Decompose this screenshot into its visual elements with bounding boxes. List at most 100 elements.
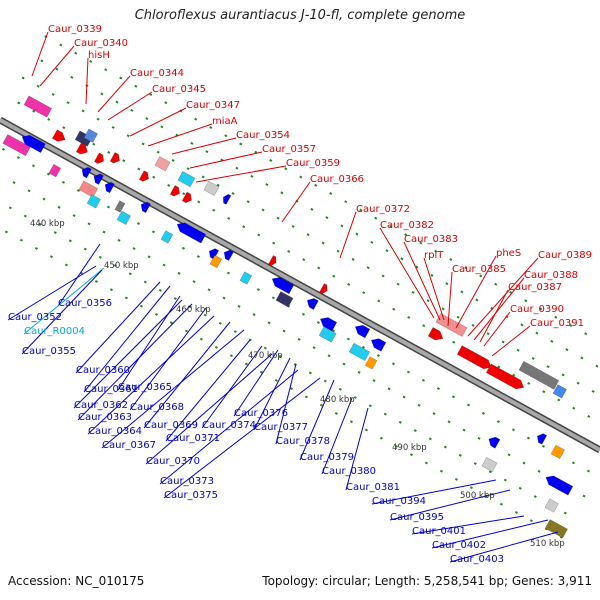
gene-label-Caur_0362[interactable]: Caur_0362 [74,400,128,411]
gene-feature[interactable] [51,129,67,145]
gene-label-Caur_0356[interactable]: Caur_0356 [58,298,112,309]
gene-feature[interactable] [305,296,319,310]
gene-label-miaA[interactable]: miaA [212,116,238,127]
gene-feature[interactable] [116,210,132,225]
gene-label-Caur_0370[interactable]: Caur_0370 [146,456,200,467]
gene-feature[interactable] [353,322,371,339]
gene-feature[interactable] [83,128,99,143]
gene-feature[interactable] [518,360,560,390]
gene-label-Caur_0402[interactable]: Caur_0402 [432,540,486,551]
gene-label-Caur_0381[interactable]: Caur_0381 [346,482,400,493]
gene-feature[interactable] [139,200,151,214]
gene-feature[interactable] [543,473,574,496]
gene-label-Caur_0345[interactable]: Caur_0345 [152,84,206,95]
gene-label-Caur_0363[interactable]: Caur_0363 [78,412,132,423]
gene-feature[interactable] [75,142,90,157]
gene-feature[interactable] [275,291,294,308]
gene-feature[interactable] [80,165,92,179]
gene-feature[interactable] [348,342,371,362]
gene-label-Caur_0366[interactable]: Caur_0366 [310,174,364,185]
gene-feature[interactable] [138,170,151,184]
gene-feature[interactable] [86,194,102,209]
gene-feature[interactable] [486,435,501,449]
gene-feature[interactable] [427,326,445,343]
gene-label-Caur_R0004[interactable]: Caur_R0004 [24,326,85,337]
gene-feature[interactable] [364,356,378,370]
gene-label-Caur_0359[interactable]: Caur_0359 [286,158,340,169]
gene-label-Caur_0390[interactable]: Caur_0390 [510,304,564,315]
gene-label-Caur_0365[interactable]: Caur_0365 [118,382,172,393]
gene-feature[interactable] [481,456,498,473]
gene-label-Caur_0374[interactable]: Caur_0374 [202,420,256,431]
gene-label-Caur_0395[interactable]: Caur_0395 [390,512,444,523]
gene-feature[interactable] [221,193,232,205]
gene-label-Caur_0369[interactable]: Caur_0369 [144,420,198,431]
gene-label-Caur_0391[interactable]: Caur_0391 [530,318,584,329]
gene-label-Caur_0383[interactable]: Caur_0383 [404,234,458,245]
gene-feature[interactable] [154,156,171,172]
gene-label-Caur_0361[interactable]: Caur_0361 [84,384,138,395]
gene-feature[interactable] [485,363,526,392]
gene-label-Caur_0372[interactable]: Caur_0372 [356,204,410,215]
gene-label-Caur_0376[interactable]: Caur_0376 [234,408,288,419]
gene-feature[interactable] [268,255,278,267]
gene-label-Caur_0387[interactable]: Caur_0387 [508,282,562,293]
gene-label-Caur_0380[interactable]: Caur_0380 [322,466,376,477]
gene-feature[interactable] [160,230,174,244]
gene-label-Caur_0378[interactable]: Caur_0378 [276,436,330,447]
gene-label-Caur_0371[interactable]: Caur_0371 [166,433,220,444]
gene-label-hisH[interactable]: hisH [88,50,110,61]
gene-feature[interactable] [318,326,337,343]
gene-feature[interactable] [222,248,234,262]
gene-feature[interactable] [114,200,126,213]
gene-feature[interactable] [20,132,46,154]
gene-feature[interactable] [92,172,104,185]
gene-feature[interactable] [169,185,182,198]
gene-feature[interactable] [23,95,53,118]
gene-feature[interactable] [181,191,194,205]
gene-feature[interactable] [239,271,253,285]
gene-label-Caur_0394[interactable]: Caur_0394 [372,496,426,507]
gene-feature[interactable] [2,134,31,157]
gene-label-Caur_0347[interactable]: Caur_0347 [186,100,240,111]
gene-label-Caur_0385[interactable]: Caur_0385 [452,264,506,275]
gene-feature[interactable] [175,220,207,244]
gene-label-Caur_0360[interactable]: Caur_0360 [76,365,130,376]
gene-label-pheS[interactable]: pheS [496,248,521,259]
gene-feature[interactable] [93,152,106,166]
gene-feature[interactable] [319,283,329,296]
gene-label-Caur_0389[interactable]: Caur_0389 [538,250,592,261]
gene-feature[interactable] [109,152,122,165]
gene-label-Caur_0368[interactable]: Caur_0368 [130,402,184,413]
gene-label-Caur_0354[interactable]: Caur_0354 [236,130,290,141]
gene-feature[interactable] [203,180,220,197]
gene-label-Caur_0403[interactable]: Caur_0403 [450,554,504,565]
gene-label-Caur_0344[interactable]: Caur_0344 [130,68,184,79]
gene-feature[interactable] [550,444,565,460]
gene-feature[interactable] [78,180,99,198]
gene-feature[interactable] [270,274,295,295]
gene-feature[interactable] [209,254,223,269]
gene-label-Caur_0339[interactable]: Caur_0339 [48,24,102,35]
gene-label-Caur_0382[interactable]: Caur_0382 [380,220,434,231]
gene-label-Caur_0340[interactable]: Caur_0340 [74,38,128,49]
gene-feature[interactable] [177,171,196,188]
gene-feature[interactable] [207,247,220,260]
gene-feature[interactable] [318,315,338,332]
gene-label-Caur_0357[interactable]: Caur_0357 [262,144,316,155]
gene-feature[interactable] [544,498,559,513]
gene-label-Caur_0355[interactable]: Caur_0355 [22,346,76,357]
gene-feature[interactable] [456,345,493,372]
gene-label-Caur_0352[interactable]: Caur_0352 [8,312,62,323]
gene-label-Caur_0373[interactable]: Caur_0373 [160,476,214,487]
gene-label-Caur_0401[interactable]: Caur_0401 [412,526,466,537]
gene-feature[interactable] [552,384,568,399]
gene-label-Caur_0377[interactable]: Caur_0377 [254,422,308,433]
gene-label-Caur_0379[interactable]: Caur_0379 [300,452,354,463]
gene-label-rplT[interactable]: rplT [424,250,444,261]
gene-feature[interactable] [369,336,387,352]
gene-label-Caur_0375[interactable]: Caur_0375 [164,490,218,501]
gene-feature[interactable] [535,432,548,445]
gene-feature[interactable] [103,180,115,194]
gene-feature[interactable] [48,163,62,178]
